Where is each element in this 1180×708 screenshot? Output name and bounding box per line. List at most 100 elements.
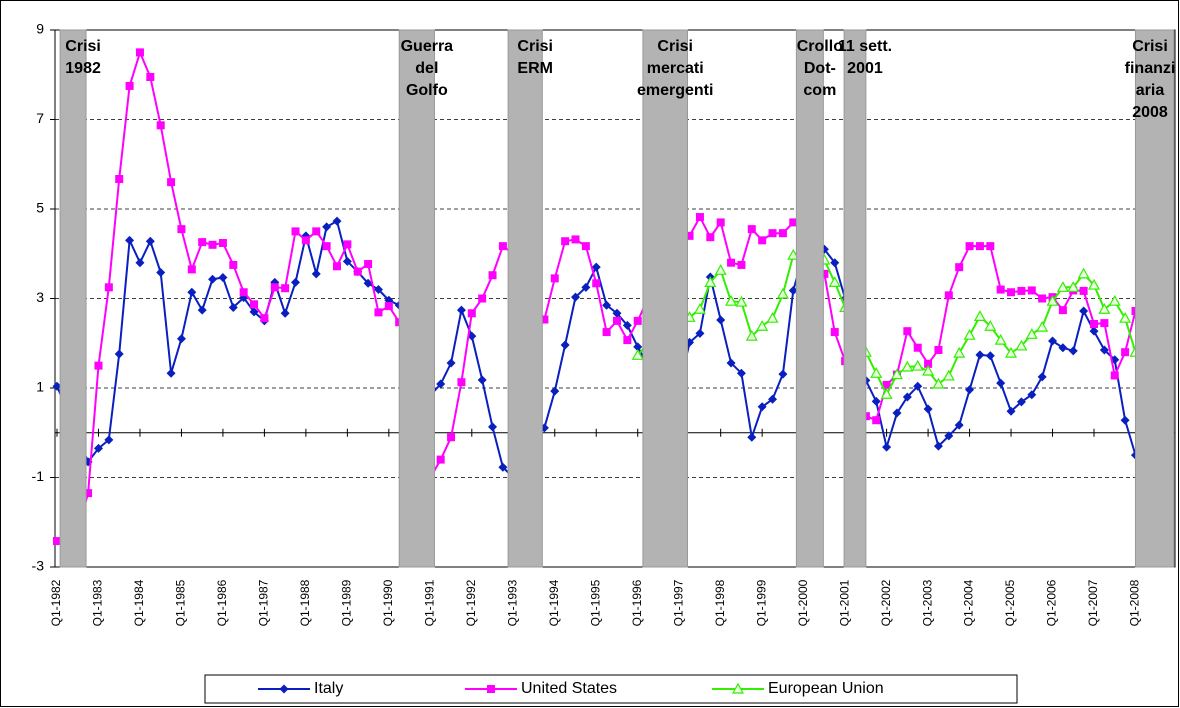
marker: [820, 269, 829, 278]
marker: [363, 278, 373, 288]
marker: [104, 283, 113, 292]
marker: [903, 327, 912, 336]
marker: [301, 236, 310, 245]
marker: [488, 271, 497, 280]
crisis-band: [59, 29, 87, 568]
marker: [1120, 415, 1130, 425]
marker: [239, 288, 248, 297]
x-tick-label: Q1-2007: [1086, 579, 1100, 626]
crisis-label: Golfo: [406, 82, 448, 99]
x-tick-label: Q1-1986: [215, 579, 229, 626]
marker: [498, 242, 507, 251]
marker: [1099, 345, 1109, 355]
x-tick-label: Q1-1983: [91, 579, 105, 626]
marker: [1025, 328, 1038, 339]
marker: [1007, 288, 1016, 297]
marker: [623, 336, 632, 345]
marker: [228, 302, 238, 312]
marker: [281, 284, 290, 293]
marker: [1121, 348, 1130, 357]
marker: [561, 237, 570, 246]
marker: [1079, 286, 1088, 295]
marker: [685, 231, 694, 240]
marker: [187, 265, 196, 274]
marker: [922, 364, 935, 376]
marker: [1036, 320, 1049, 332]
crisis-band: [795, 29, 824, 568]
crisis-band: [843, 29, 867, 568]
marker: [446, 358, 456, 368]
marker: [1058, 306, 1067, 315]
marker: [364, 260, 373, 269]
marker: [291, 227, 300, 236]
marker: [963, 328, 976, 340]
marker: [436, 455, 445, 464]
marker: [84, 489, 93, 498]
marker: [994, 333, 1007, 345]
marker: [1077, 267, 1090, 279]
marker: [477, 375, 487, 385]
marker: [714, 264, 727, 275]
marker: [934, 345, 943, 354]
marker: [1090, 320, 1098, 329]
marker: [270, 283, 279, 292]
marker: [342, 256, 352, 266]
legend-marker: [731, 682, 745, 694]
marker: [901, 360, 914, 372]
marker: [911, 359, 924, 371]
crisis-label: 2008: [1132, 104, 1168, 121]
crisis-band: [1134, 29, 1175, 568]
x-tick-label: Q1-1996: [630, 579, 644, 626]
marker: [478, 294, 487, 303]
marker: [944, 291, 953, 300]
marker: [923, 404, 933, 414]
marker: [725, 294, 738, 306]
legend: [204, 674, 1018, 704]
marker: [166, 368, 176, 378]
marker: [1027, 390, 1037, 400]
x-tick-label: Q1-1985: [174, 579, 188, 626]
crisis-band: [507, 29, 543, 568]
marker: [1068, 346, 1078, 356]
marker: [726, 358, 736, 368]
legend-marker: [487, 685, 495, 693]
marker: [924, 359, 933, 368]
crisis-label: aria: [1136, 82, 1165, 99]
marker: [322, 242, 331, 251]
crisis-label: Crollo: [797, 38, 843, 55]
marker: [145, 236, 155, 246]
marker: [871, 396, 881, 406]
marker: [986, 242, 995, 251]
marker: [975, 242, 984, 251]
crisis-label: Dot-: [804, 60, 836, 77]
crisis-label: finanzi: [1125, 60, 1176, 77]
x-tick-label: Q1-1991: [422, 579, 436, 626]
marker: [789, 218, 798, 227]
marker: [975, 350, 985, 360]
marker: [737, 260, 746, 269]
marker: [291, 277, 301, 287]
marker: [1016, 397, 1026, 407]
marker: [695, 213, 704, 222]
marker: [745, 329, 758, 341]
marker: [1079, 306, 1089, 316]
marker: [540, 315, 549, 324]
marker: [581, 242, 590, 251]
marker: [757, 402, 767, 412]
marker: [1067, 281, 1080, 292]
x-tick-label: Q1-1990: [381, 579, 395, 626]
marker: [135, 258, 145, 268]
marker: [250, 300, 259, 309]
marker: [311, 269, 321, 279]
marker: [436, 379, 446, 389]
marker: [94, 361, 103, 370]
marker: [1108, 294, 1121, 306]
legend-label: European Union: [768, 680, 884, 697]
marker: [260, 314, 269, 323]
marker: [467, 309, 476, 318]
crisis-label: Guerra: [401, 38, 454, 55]
marker: [187, 287, 197, 297]
marker: [456, 305, 466, 315]
marker: [156, 268, 166, 278]
